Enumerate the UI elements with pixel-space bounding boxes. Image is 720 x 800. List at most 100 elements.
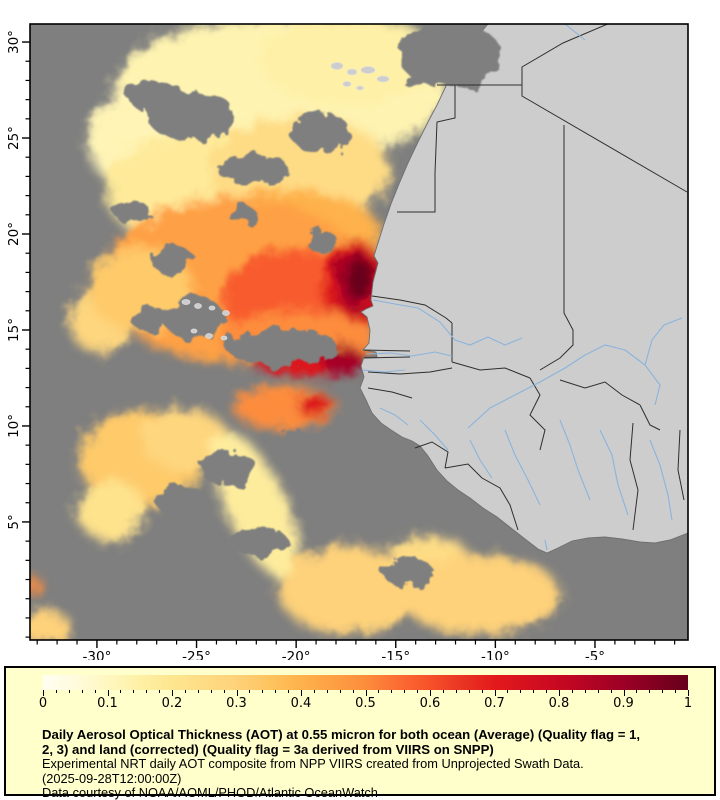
colorbar-minor-tick — [675, 690, 677, 693]
colorbar-major-tick — [365, 690, 367, 696]
aot-plume-blob — [140, 408, 229, 471]
colorbar-minor-tick — [636, 690, 638, 693]
y-tick-label: 30° — [6, 30, 22, 54]
x-tick-label: -10° — [481, 649, 510, 660]
cloud-gap — [132, 306, 169, 334]
aot-plume-blob — [30, 610, 72, 640]
country-border — [539, 125, 574, 371]
river — [467, 344, 661, 429]
cloud-gap — [268, 430, 333, 470]
cloud-gap — [381, 558, 434, 586]
country-border — [397, 85, 456, 213]
colorbar-tick-label: 0.8 — [548, 696, 570, 711]
colorbar-minor-tick — [210, 690, 212, 693]
x-tick-label: -5° — [585, 649, 605, 660]
colorbar-tick-label: 0.1 — [97, 696, 118, 711]
colorbar-minor-tick — [81, 690, 83, 693]
island — [356, 85, 364, 91]
colorbar-minor-tick — [481, 690, 483, 693]
colorbar-minor-tick — [352, 690, 354, 693]
river — [419, 419, 449, 451]
country-border — [521, 24, 688, 193]
river — [469, 439, 493, 479]
cloud-gap — [156, 485, 205, 519]
aot-plume-blob — [347, 255, 372, 302]
colorbar-minor-tick — [520, 690, 522, 693]
island — [194, 303, 202, 309]
colorbar-major-tick — [623, 690, 625, 696]
island — [208, 305, 216, 311]
river — [649, 439, 673, 521]
colorbar-tick-label: 0.3 — [226, 696, 247, 711]
country-border — [529, 377, 546, 451]
colorbar-minor-tick — [159, 690, 161, 693]
colorbar-minor-tick — [223, 690, 225, 693]
caption-credit: Data courtesy of NOAA/AOML/PHOD/Atlantic… — [42, 785, 378, 800]
river — [504, 429, 541, 506]
country-border — [629, 422, 639, 531]
island — [360, 66, 376, 74]
colorbar-minor-tick — [610, 690, 612, 693]
colorbar-major-tick — [430, 690, 431, 696]
colorbar-minor-tick — [249, 690, 251, 693]
x-tick-label: -20° — [282, 649, 311, 660]
colorbar-minor-tick — [197, 690, 199, 693]
x-tick-label: -25° — [182, 649, 211, 660]
island — [205, 333, 213, 339]
caption-title-line2: 2, 3) and land (corrected) (Quality flag… — [42, 741, 494, 757]
colorbar-major-tick — [559, 690, 560, 696]
x-tick-label: -15° — [381, 649, 410, 660]
y-tick-label: 10° — [6, 414, 22, 438]
colorbar-minor-tick — [184, 690, 186, 693]
longitude-axis: -30° -25° -20° -15° -10° -5° — [36, 640, 676, 660]
colorbar-tick-label: 0.7 — [484, 696, 505, 711]
colorbar-tick-label: 0.9 — [613, 696, 634, 711]
country-border — [367, 387, 413, 399]
colorbar-major-tick — [301, 690, 302, 696]
island — [190, 328, 198, 334]
country-border — [444, 463, 519, 531]
cloud-gap — [228, 526, 289, 558]
colorbar-minor-tick — [546, 690, 548, 693]
colorbar-minor-tick — [288, 690, 290, 693]
river — [372, 299, 523, 346]
colorbar-major-tick — [107, 690, 109, 696]
islands-layer — [181, 62, 390, 341]
colorbar-minor-tick — [391, 690, 393, 693]
island — [376, 75, 390, 83]
aot-plume-blob — [400, 554, 560, 636]
colorbar-minor-tick — [339, 690, 341, 693]
country-border — [363, 349, 411, 352]
colorbar-minor-tick — [597, 690, 599, 693]
map-canvas: -30° -25° -20° -15° -10° -5° 30° 25° 20° 15° 10° 5… — [6, 23, 689, 660]
country-border — [451, 361, 531, 379]
island — [220, 335, 228, 341]
country-border — [363, 356, 411, 359]
caption-timestamp: (2025-09-28T12:00:00Z) — [42, 770, 182, 786]
river — [564, 24, 586, 41]
river — [379, 407, 409, 426]
island — [222, 310, 230, 316]
caption-subtitle: Experimental NRT daily AOT composite fro… — [42, 756, 584, 772]
colorbar-minor-tick — [662, 690, 664, 693]
aot-plume-blob — [260, 24, 440, 104]
cloud-gap — [162, 294, 223, 339]
cloud-gap-layer — [114, 80, 434, 586]
cloud-gap — [306, 231, 338, 253]
colorbar-major-tick — [688, 690, 689, 696]
y-tick-label: 20° — [6, 222, 22, 246]
colorbar-major-tick — [172, 690, 173, 696]
colorbar-gradient — [43, 675, 688, 690]
colorbar-minor-tick — [507, 690, 509, 693]
y-tick-label: 25° — [6, 126, 22, 150]
river — [644, 317, 683, 366]
colorbar-major-tick — [43, 690, 44, 696]
country-border — [371, 295, 453, 324]
country-border — [677, 429, 685, 501]
colorbar-tick-label: 1 — [683, 696, 693, 711]
map-frame — [29, 23, 689, 641]
colorbar-minor-tick — [417, 690, 419, 693]
colorbar-minor-tick — [94, 690, 96, 693]
colorbar-minor-tick — [68, 690, 70, 693]
